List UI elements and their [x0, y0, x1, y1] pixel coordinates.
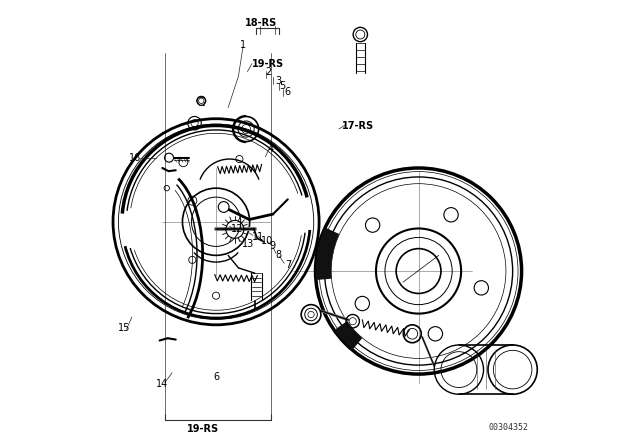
- Polygon shape: [316, 228, 339, 280]
- Text: 11: 11: [252, 232, 264, 241]
- Text: 7: 7: [285, 260, 291, 270]
- Text: 5: 5: [280, 81, 286, 91]
- Text: 9: 9: [270, 241, 276, 251]
- Text: 6: 6: [213, 372, 219, 382]
- Text: 6: 6: [284, 87, 291, 97]
- Text: 3: 3: [275, 76, 282, 86]
- Circle shape: [218, 202, 229, 212]
- Text: 19-RS: 19-RS: [252, 59, 284, 69]
- Text: 10: 10: [261, 236, 273, 246]
- Text: 4: 4: [267, 144, 273, 154]
- Polygon shape: [334, 321, 362, 350]
- Text: 17-RS: 17-RS: [342, 121, 374, 131]
- Text: 15: 15: [118, 323, 130, 333]
- Text: 2: 2: [266, 67, 271, 77]
- Text: 13: 13: [242, 239, 254, 249]
- Text: 14: 14: [156, 379, 168, 389]
- Text: 12: 12: [231, 224, 244, 234]
- Text: 16: 16: [129, 153, 141, 163]
- Text: 18-RS: 18-RS: [244, 18, 277, 28]
- Text: 1: 1: [240, 40, 246, 50]
- Text: 8: 8: [275, 250, 282, 260]
- Text: 00304352: 00304352: [488, 423, 529, 432]
- Text: 19-RS: 19-RS: [187, 424, 219, 434]
